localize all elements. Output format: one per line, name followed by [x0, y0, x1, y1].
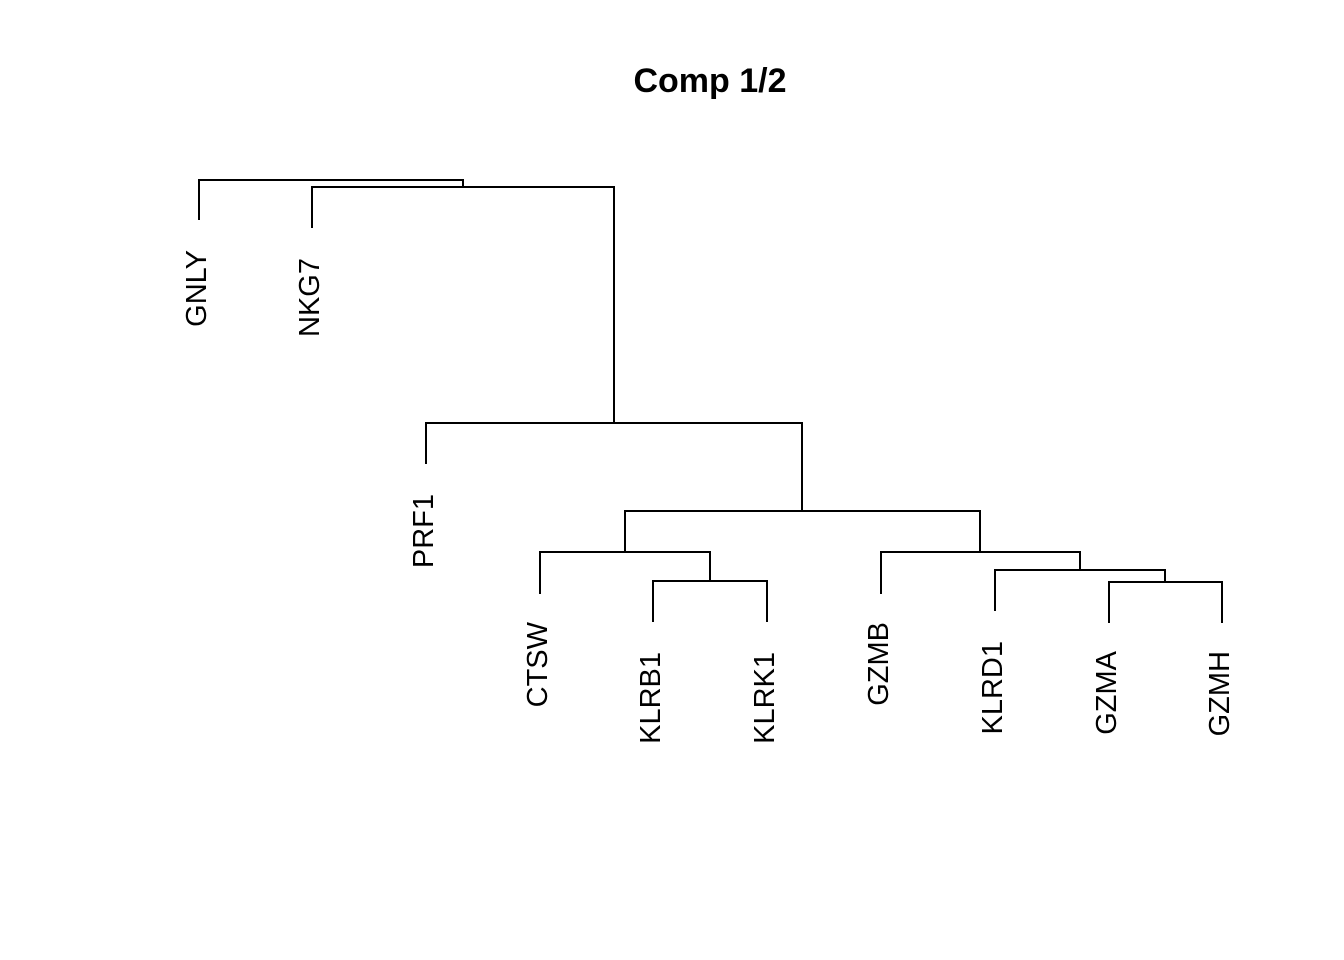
branch-gzmb-join — [880, 551, 1081, 594]
leaf-label-klrk1: KLRK1 — [749, 652, 781, 744]
branch-klrb1-klrk1 — [652, 580, 768, 622]
plot-title: Comp 1/2 — [633, 62, 786, 100]
leaf-labels: GNLY NKG7 PRF1 CTSW KLRB1 KLRK1 GZMB KLR… — [181, 250, 1236, 744]
leaf-label-gzmb: GZMB — [863, 622, 895, 706]
leaf-label-klrd1: KLRD1 — [977, 641, 1009, 735]
branch-lower-split — [624, 510, 981, 552]
leaf-label-nkg7: NKG7 — [294, 258, 326, 337]
leaf-label-gzma: GZMA — [1091, 650, 1123, 734]
branch-gzma-gzmh — [1108, 581, 1223, 623]
leaf-label-prf1: PRF1 — [408, 494, 440, 568]
dendrogram-tree — [198, 179, 1223, 623]
leaf-label-gzmh: GZMH — [1204, 651, 1236, 736]
branch-gnly-nkg7-join — [198, 179, 464, 220]
branch-ctsw-join — [539, 551, 711, 594]
branch-klrd1-join — [994, 569, 1166, 611]
leaf-label-ctsw: CTSW — [522, 621, 554, 707]
leaf-label-klrb1: KLRB1 — [635, 652, 667, 744]
branch-prf1-join — [425, 422, 803, 511]
leaf-label-gnly: GNLY — [181, 250, 213, 327]
branch-nkg7-to-root — [311, 186, 615, 423]
